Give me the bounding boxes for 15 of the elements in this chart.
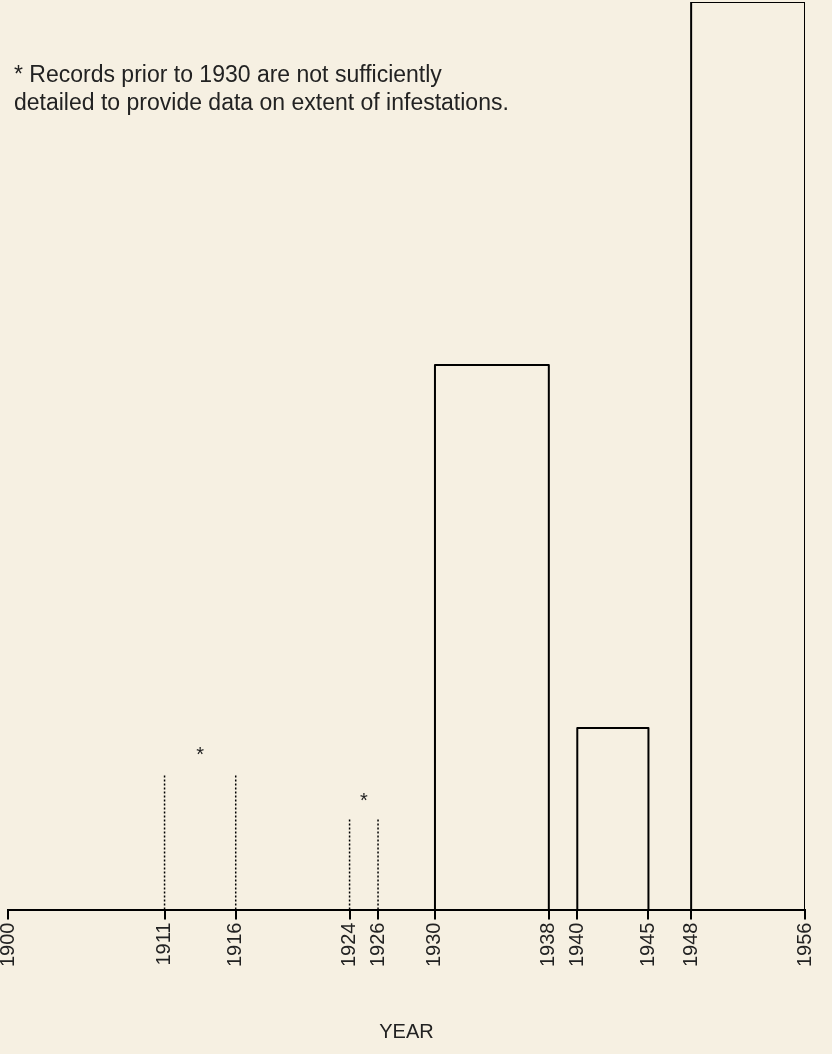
x-tick-label: 1911 — [152, 922, 175, 966]
x-tick-label: 1956 — [792, 922, 815, 968]
x-tick-label: 1938 — [536, 922, 559, 968]
x-tick-label: 1926 — [365, 922, 388, 968]
x-tick-label: 1948 — [678, 922, 701, 968]
x-tick-label: 1924 — [337, 922, 360, 968]
x-tick-label: 1900 — [0, 922, 18, 968]
x-tick-label: 1930 — [422, 922, 445, 968]
x-axis-title: YEAR — [379, 1019, 434, 1042]
annotation: * Records prior to 1930 are not sufficiently detailed to provide data on extent of infestations. — [14, 61, 509, 115]
x-tick-label: 1940 — [564, 922, 587, 968]
annotation: * — [196, 743, 205, 766]
annotation: * — [359, 788, 368, 811]
x-tick-label: 1945 — [635, 922, 658, 968]
x-tick-label: 1916 — [223, 922, 246, 968]
